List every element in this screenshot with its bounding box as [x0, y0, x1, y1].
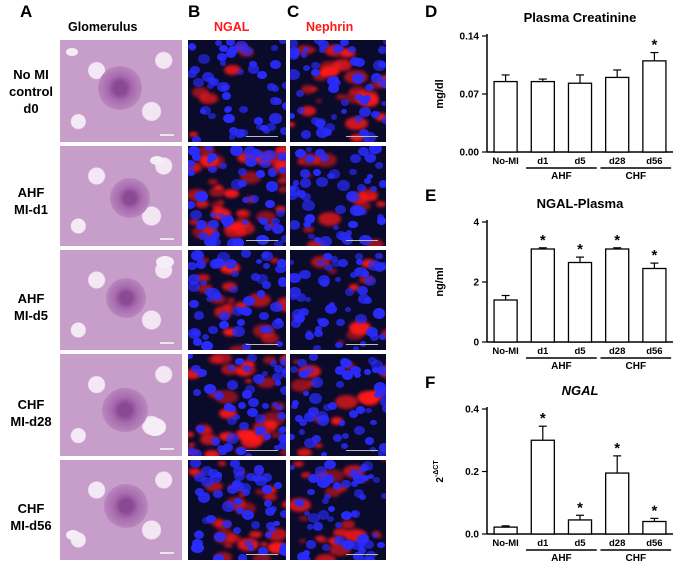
category-label: d1 [537, 346, 549, 357]
ngal-image-ahf-d1 [188, 146, 286, 246]
bar [642, 60, 667, 153]
column-title-ngal: NGAL [214, 20, 250, 34]
nephrin-image-ahf-d5 [290, 250, 386, 350]
y-tick-label: 0.4 [465, 405, 479, 416]
panel-letter-e: E [425, 186, 437, 205]
category-label: No-MI [492, 156, 518, 167]
bar [530, 439, 555, 535]
panel-letter-b: B [188, 2, 201, 21]
bar [567, 261, 593, 343]
row-label-chf-d28: CHF MI-d28 [10, 397, 52, 429]
chart-plasma-creatinine: Plasma Creatinine 0.00 0.07 0.14 mg/dl No-MI d… [434, 10, 673, 182]
y-tick-label: 4 [473, 218, 479, 229]
bar [642, 267, 667, 343]
y-tick-label: 0.00 [460, 148, 480, 159]
category-label: d28 [609, 346, 625, 357]
panel-letter-f: F [425, 373, 436, 392]
category-label: d28 [609, 156, 625, 167]
he-image-chf-d28 [60, 354, 182, 456]
bar [493, 526, 518, 535]
y-tick-label: 0.2 [465, 467, 479, 478]
bar [605, 248, 630, 343]
significance-marker: * [577, 499, 583, 516]
y-axis-label: 2-ΔCT [433, 460, 446, 483]
category-label: d1 [537, 538, 549, 549]
significance-marker: * [540, 232, 546, 249]
y-tick-label: 0.07 [460, 90, 480, 101]
category-label: d1 [537, 156, 549, 167]
he-image-ahf-d1 [60, 146, 182, 246]
bar [642, 520, 667, 535]
category-label: d56 [646, 346, 662, 357]
panel-letter-d: D [425, 2, 438, 21]
category-label: d56 [646, 156, 662, 167]
panel-letter-c: C [287, 2, 300, 21]
ngal-image-chf-d56 [188, 460, 286, 560]
chart-title: NGAL-Plasma [537, 196, 624, 211]
row-label-no-mi: No MI control d0 [8, 67, 54, 116]
category-label: d5 [574, 346, 586, 357]
category-label: d28 [609, 538, 625, 549]
row-label-chf-d56: CHF MI-d56 [10, 501, 52, 533]
y-tick-label: 0 [473, 338, 479, 349]
nephrin-image-chf-d56 [290, 460, 386, 560]
significance-marker: * [651, 247, 657, 264]
column-title-glomerulus: Glomerulus [68, 20, 138, 34]
significance-marker: * [540, 410, 546, 427]
category-label: d56 [646, 538, 662, 549]
chart-title: NGAL [562, 383, 599, 398]
nephrin-image-no-mi [290, 40, 386, 142]
bar [567, 519, 593, 535]
significance-marker: * [577, 241, 583, 258]
bar [530, 248, 555, 343]
bar [530, 80, 555, 153]
category-label: No-MI [492, 538, 518, 549]
y-tick-label: 0.0 [465, 530, 479, 541]
ngal-image-chf-d28 [188, 354, 286, 456]
significance-marker: * [614, 232, 620, 249]
category-label: d5 [574, 538, 586, 549]
he-image-ahf-d5 [60, 250, 182, 350]
category-label: No-MI [492, 346, 518, 357]
he-image-no-mi [60, 40, 182, 142]
significance-marker: * [651, 37, 657, 54]
ngal-image-no-mi [188, 40, 286, 142]
significance-marker: * [651, 502, 657, 519]
nephrin-image-ahf-d1 [290, 146, 386, 246]
chart-ngal-expression: NGAL 0.0 0.2 0.4 2-ΔCT No-MI * d1 * d5 * d28 * d56 AHF… [433, 383, 673, 564]
he-image-chf-d56 [60, 460, 182, 560]
column-title-nephrin: Nephrin [306, 20, 354, 34]
nephrin-image-chf-d28 [290, 354, 386, 456]
ngal-image-ahf-d5 [188, 250, 286, 350]
group-label: CHF [626, 361, 647, 372]
group-label: CHF [626, 171, 647, 182]
row-label-ahf-d5: AHF MI-d5 [14, 291, 48, 323]
bar [567, 82, 593, 153]
group-label: AHF [551, 553, 572, 564]
chart-title: Plasma Creatinine [524, 10, 637, 25]
significance-marker: * [614, 440, 620, 457]
category-label: d5 [574, 156, 586, 167]
panel-letter-a: A [20, 2, 33, 21]
bar [493, 299, 518, 343]
row-label-ahf-d1: AHF MI-d1 [14, 185, 48, 217]
y-tick-label: 0.14 [460, 32, 480, 43]
group-label: CHF [626, 553, 647, 564]
bar [605, 76, 630, 153]
chart-ngal-plasma: NGAL-Plasma 0 2 4 ng/ml No-MI * d1 * d5 * d28 * d56 AH… [434, 196, 673, 372]
y-axis-label: mg/dl [434, 79, 446, 108]
y-tick-label: 2 [473, 278, 479, 289]
group-label: AHF [551, 171, 572, 182]
group-label: AHF [551, 361, 572, 372]
bar [493, 80, 518, 153]
y-axis-label: ng/ml [434, 267, 446, 296]
bar [605, 472, 630, 535]
